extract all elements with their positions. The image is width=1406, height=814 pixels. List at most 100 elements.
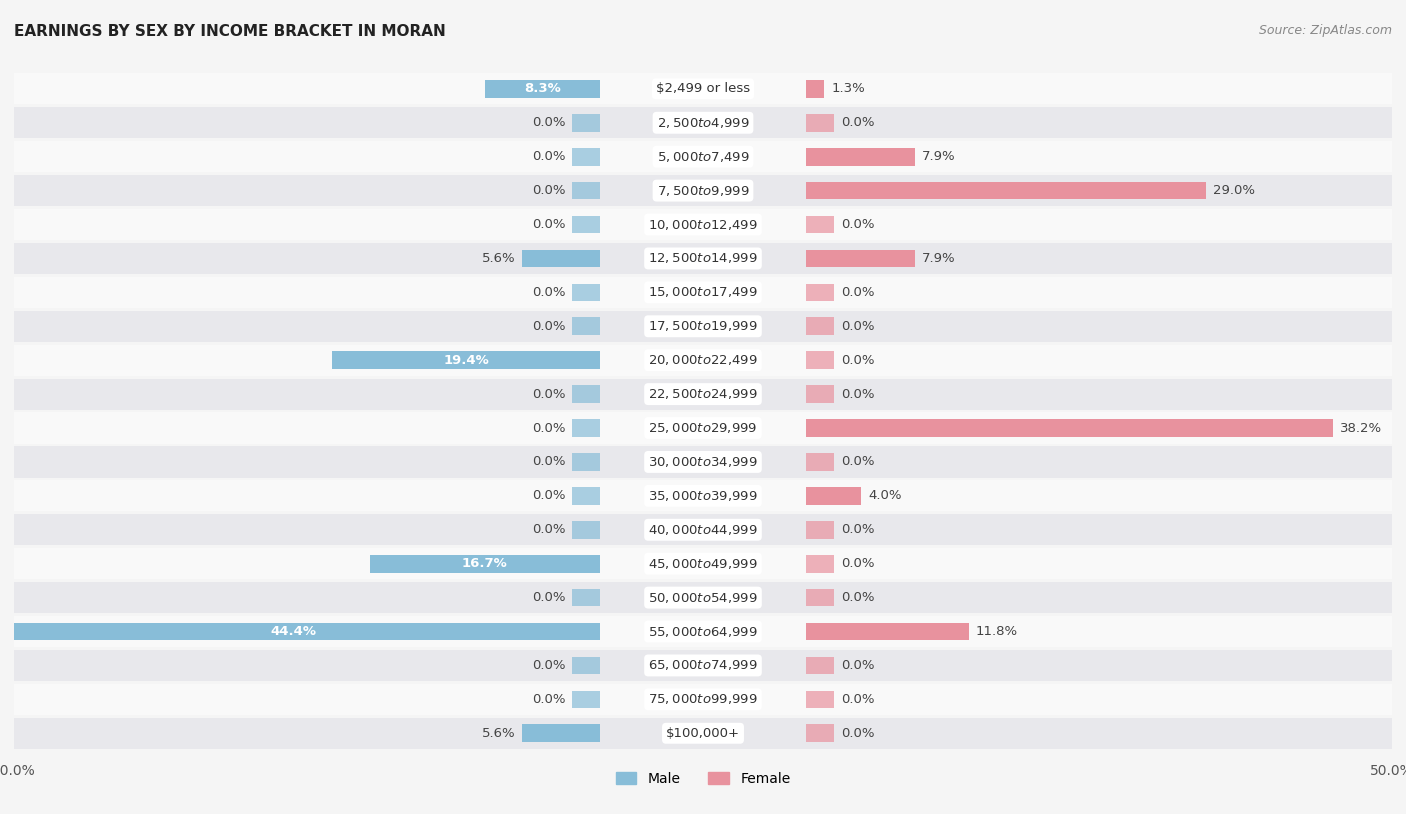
- Text: 4.0%: 4.0%: [869, 489, 901, 502]
- Bar: [572, 385, 599, 403]
- Text: $55,000 to $64,999: $55,000 to $64,999: [648, 624, 758, 638]
- Text: 0.0%: 0.0%: [531, 693, 565, 706]
- Text: 29.0%: 29.0%: [1213, 184, 1254, 197]
- Text: 16.7%: 16.7%: [461, 558, 508, 570]
- Bar: [14, 379, 1392, 409]
- Bar: [807, 148, 915, 165]
- Bar: [572, 657, 599, 674]
- Text: 0.0%: 0.0%: [531, 659, 565, 672]
- Text: 0.0%: 0.0%: [531, 456, 565, 468]
- Bar: [807, 283, 834, 301]
- Bar: [807, 521, 834, 539]
- Text: EARNINGS BY SEX BY INCOME BRACKET IN MORAN: EARNINGS BY SEX BY INCOME BRACKET IN MOR…: [14, 24, 446, 39]
- Bar: [807, 623, 969, 641]
- Bar: [14, 582, 1392, 613]
- Text: 11.8%: 11.8%: [976, 625, 1018, 638]
- Bar: [807, 724, 834, 742]
- Text: $50,000 to $54,999: $50,000 to $54,999: [648, 591, 758, 605]
- Bar: [572, 453, 599, 470]
- Text: Source: ZipAtlas.com: Source: ZipAtlas.com: [1258, 24, 1392, 37]
- Text: 0.0%: 0.0%: [531, 184, 565, 197]
- Bar: [14, 243, 1392, 274]
- Text: 7.9%: 7.9%: [922, 151, 956, 163]
- Bar: [572, 216, 599, 234]
- Bar: [572, 148, 599, 165]
- Text: 19.4%: 19.4%: [443, 354, 489, 366]
- Text: 0.0%: 0.0%: [841, 591, 875, 604]
- Text: 44.4%: 44.4%: [271, 625, 316, 638]
- Bar: [572, 419, 599, 437]
- Bar: [14, 344, 1392, 376]
- Text: $2,500 to $4,999: $2,500 to $4,999: [657, 116, 749, 129]
- Text: $10,000 to $12,499: $10,000 to $12,499: [648, 217, 758, 231]
- Bar: [14, 480, 1392, 511]
- Bar: [14, 107, 1392, 138]
- Text: 0.0%: 0.0%: [531, 116, 565, 129]
- Text: $7,500 to $9,999: $7,500 to $9,999: [657, 184, 749, 198]
- Bar: [807, 419, 1333, 437]
- Bar: [807, 555, 834, 572]
- Bar: [807, 182, 1206, 199]
- Bar: [807, 317, 834, 335]
- Text: 0.0%: 0.0%: [531, 422, 565, 435]
- Bar: [14, 277, 1392, 308]
- Text: 7.9%: 7.9%: [922, 252, 956, 265]
- Bar: [807, 352, 834, 369]
- Text: 0.0%: 0.0%: [841, 286, 875, 299]
- Bar: [14, 175, 1392, 206]
- Bar: [807, 690, 834, 708]
- Text: 0.0%: 0.0%: [841, 116, 875, 129]
- Bar: [14, 141, 1392, 173]
- Bar: [807, 589, 834, 606]
- Bar: [572, 487, 599, 505]
- Text: $15,000 to $17,499: $15,000 to $17,499: [648, 286, 758, 300]
- Text: 0.0%: 0.0%: [841, 558, 875, 570]
- Bar: [485, 80, 599, 98]
- Bar: [14, 514, 1392, 545]
- Text: 0.0%: 0.0%: [841, 354, 875, 366]
- Text: $100,000+: $100,000+: [666, 727, 740, 740]
- Bar: [807, 80, 824, 98]
- Text: $2,499 or less: $2,499 or less: [657, 82, 749, 95]
- Bar: [14, 616, 1392, 647]
- Text: 0.0%: 0.0%: [841, 693, 875, 706]
- Bar: [332, 352, 599, 369]
- Text: 0.0%: 0.0%: [531, 523, 565, 536]
- Text: 0.0%: 0.0%: [531, 151, 565, 163]
- Bar: [14, 73, 1392, 104]
- Text: $20,000 to $22,499: $20,000 to $22,499: [648, 353, 758, 367]
- Legend: Male, Female: Male, Female: [610, 767, 796, 791]
- Text: 0.0%: 0.0%: [531, 591, 565, 604]
- Text: 8.3%: 8.3%: [524, 82, 561, 95]
- Text: 0.0%: 0.0%: [841, 727, 875, 740]
- Text: $5,000 to $7,499: $5,000 to $7,499: [657, 150, 749, 164]
- Bar: [572, 317, 599, 335]
- Text: $30,000 to $34,999: $30,000 to $34,999: [648, 455, 758, 469]
- Text: $35,000 to $39,999: $35,000 to $39,999: [648, 489, 758, 503]
- Text: 0.0%: 0.0%: [531, 320, 565, 333]
- Text: 0.0%: 0.0%: [531, 489, 565, 502]
- Text: 5.6%: 5.6%: [482, 252, 516, 265]
- Bar: [14, 684, 1392, 715]
- Bar: [14, 548, 1392, 580]
- Bar: [807, 250, 915, 267]
- Bar: [14, 446, 1392, 478]
- Text: $12,500 to $14,999: $12,500 to $14,999: [648, 252, 758, 265]
- Bar: [572, 589, 599, 606]
- Bar: [807, 114, 834, 132]
- Text: 38.2%: 38.2%: [1340, 422, 1382, 435]
- Bar: [572, 283, 599, 301]
- Text: $22,500 to $24,999: $22,500 to $24,999: [648, 387, 758, 401]
- Bar: [572, 114, 599, 132]
- Bar: [807, 657, 834, 674]
- Bar: [14, 209, 1392, 240]
- Bar: [0, 623, 599, 641]
- Text: 0.0%: 0.0%: [841, 218, 875, 231]
- Text: 0.0%: 0.0%: [841, 523, 875, 536]
- Bar: [807, 487, 862, 505]
- Text: $17,500 to $19,999: $17,500 to $19,999: [648, 319, 758, 333]
- Text: 0.0%: 0.0%: [531, 286, 565, 299]
- Bar: [807, 385, 834, 403]
- Bar: [14, 650, 1392, 681]
- Text: 1.3%: 1.3%: [831, 82, 865, 95]
